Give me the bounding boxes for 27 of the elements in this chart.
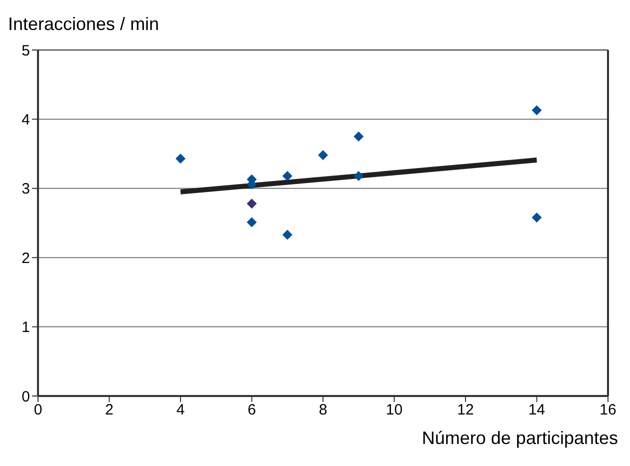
point (354, 132, 364, 142)
point (176, 154, 186, 164)
x-tick-label: 0 (34, 402, 42, 419)
x-tick-label: 4 (176, 402, 185, 419)
point (246, 198, 257, 209)
point (246, 217, 257, 228)
x-tick-label: 6 (248, 402, 256, 419)
x-axis-title: Número de participantes (422, 428, 618, 449)
point (532, 212, 542, 222)
y-tick-label: 1 (22, 319, 30, 336)
x-tick-label: 14 (528, 402, 546, 419)
x-tick-label: 10 (386, 402, 403, 419)
y-axis-title: Interacciones / min (8, 14, 160, 35)
point (318, 150, 328, 160)
x-tick-label: 8 (318, 402, 328, 419)
y-tick-label: 4 (22, 112, 30, 129)
y-tick-label: 0 (22, 388, 30, 406)
y-tick-label: 3 (22, 180, 30, 198)
point (282, 230, 292, 240)
point (354, 170, 364, 181)
y-tick-label: 5 (22, 42, 30, 60)
point (532, 105, 542, 116)
x-tick-label: 12 (457, 402, 474, 419)
point (282, 170, 292, 181)
y-tick-label: 2 (22, 250, 30, 267)
x-tick-label: 16 (600, 402, 616, 419)
x-tick-label: 2 (105, 402, 114, 419)
